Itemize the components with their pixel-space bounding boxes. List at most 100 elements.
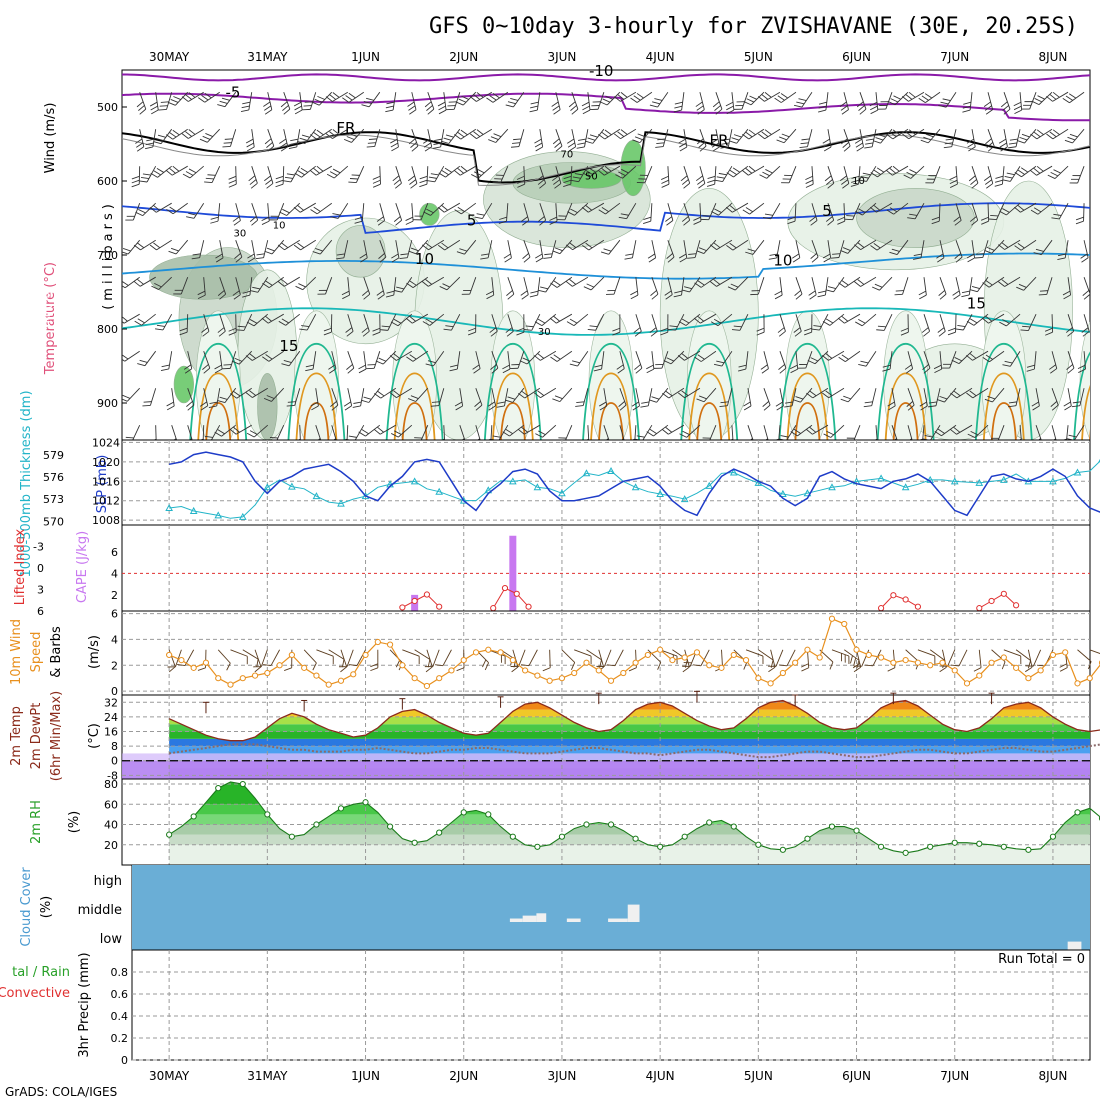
wind-barb: [537, 277, 541, 296]
wind-barb: [700, 649, 710, 666]
wind-barb-flag: [155, 328, 164, 331]
wind-barb-flag: [589, 325, 598, 328]
wind-barb-flag: [233, 220, 241, 226]
wind-barb-flag: [889, 207, 898, 213]
wind-barb-flag: [745, 167, 753, 174]
wind-barb-flag: [905, 131, 913, 138]
wind-barb: [315, 388, 319, 407]
wind-speed-marker: [166, 651, 173, 659]
wind-barb-flag: [169, 206, 177, 212]
wind-barb-flag: [537, 289, 546, 293]
wind-barb-flag: [969, 352, 977, 359]
wind-barb-flag: [1036, 165, 1044, 172]
wind-barb: [758, 649, 774, 661]
wind-barb-flag: [233, 294, 241, 300]
wind-speed-marker: [607, 677, 615, 684]
wind-barb-flag: [205, 177, 214, 180]
wind-barb-flag: [1053, 213, 1062, 216]
wind-barb-flag: [332, 129, 340, 135]
wind-barb-flag: [449, 364, 458, 368]
wind-barb-flag: [1008, 405, 1017, 408]
wind-barb: [800, 387, 813, 403]
wind-barb-flag: [250, 182, 258, 189]
wind-barb-flag: [228, 327, 237, 332]
wind-barb-flag: [157, 134, 166, 138]
wind-barb: [202, 425, 205, 440]
wind-barb: [332, 128, 348, 139]
thickness-marker: [999, 475, 1008, 483]
wind-barb-flag: [459, 442, 465, 447]
wind-barb: [828, 350, 845, 361]
wind-barb-flag: [138, 209, 146, 214]
wind-barb-flag: [919, 401, 927, 407]
wind-barb-flag: [537, 353, 545, 359]
wind-barb-flag: [232, 216, 240, 222]
wind-barb-flag: [646, 368, 655, 374]
wind-barb-flag: [728, 140, 737, 144]
wind-barb-flag: [471, 174, 479, 179]
wind-barb-flag: [825, 289, 834, 293]
wind-barb-flag: [1059, 663, 1068, 668]
wind-barb-flag: [921, 95, 929, 101]
wind-barb-flag: [633, 95, 641, 101]
wind-speed-marker: [669, 657, 676, 664]
rh-shading: [173, 365, 194, 404]
wind-barb-flag: [166, 405, 175, 411]
wind-barb-flag: [185, 171, 194, 176]
wind-barb-flag: [961, 294, 970, 298]
wind-barb-flag: [1044, 327, 1053, 332]
wind-barb-flag: [261, 317, 269, 324]
thickness-marker: [631, 483, 640, 491]
wind-barb: [745, 351, 749, 370]
wind-barb-flag: [456, 251, 465, 255]
wind-barb-flag: [842, 247, 851, 251]
wind-barb-flag: [823, 142, 831, 148]
wind-barb-flag: [554, 395, 563, 400]
wind-barb-flag: [326, 173, 335, 179]
wind-barb-flag: [908, 129, 916, 135]
wind-barb: [853, 425, 861, 440]
wind-barb: [300, 239, 316, 251]
wind-barb-flag: [921, 327, 929, 333]
wind-barb-flag: [1008, 142, 1018, 145]
contour-label: 5: [467, 211, 477, 229]
wind-barb: [186, 314, 189, 333]
wind-barb-flag: [505, 104, 514, 108]
wind-barb-flag: [275, 179, 284, 184]
wind-speed-marker: [1062, 649, 1069, 656]
wind-barb: [1029, 92, 1037, 110]
wind-barb-flag: [529, 109, 538, 113]
run-total-label: Run Total = 0: [998, 952, 1085, 967]
wind-speed-marker: [841, 620, 848, 628]
wind-barb-flag: [215, 253, 223, 259]
wind-barb-flag: [385, 294, 394, 298]
wind-barb-flag: [627, 443, 635, 445]
wind-barb-flag: [818, 290, 827, 294]
wind-barb: [155, 425, 157, 440]
wind-barb-flag: [790, 368, 798, 374]
profile-y-tick: 600: [97, 175, 118, 188]
rh-marker: [877, 843, 885, 850]
wind-barb-flag: [1004, 175, 1013, 179]
date-label-top: 30MAY: [149, 50, 190, 64]
wind-barb-flag: [482, 659, 487, 668]
wind-barb-flag: [1017, 204, 1025, 211]
wind-barb: [656, 387, 669, 403]
wind-barb-flag: [918, 97, 926, 104]
wind-barb-flag: [362, 330, 370, 337]
wind-barb-flag: [743, 405, 752, 411]
wind-barb-flag: [454, 209, 462, 215]
wind-barb-flag: [811, 256, 819, 263]
wind-barb: [923, 351, 931, 369]
wind-barb: [939, 314, 946, 332]
wind-barb: [518, 649, 526, 667]
wind-barb-flag: [245, 138, 254, 144]
temp2m-label-c: (6hr Min/Max): [49, 691, 64, 781]
wind-barb-flag: [974, 256, 983, 259]
wind-barb: [328, 649, 345, 660]
wind-barb-flag: [842, 142, 850, 148]
wind-barb-flag: [776, 139, 785, 144]
wind-barb-flag: [310, 134, 318, 140]
wind-barb-flag: [408, 105, 416, 111]
